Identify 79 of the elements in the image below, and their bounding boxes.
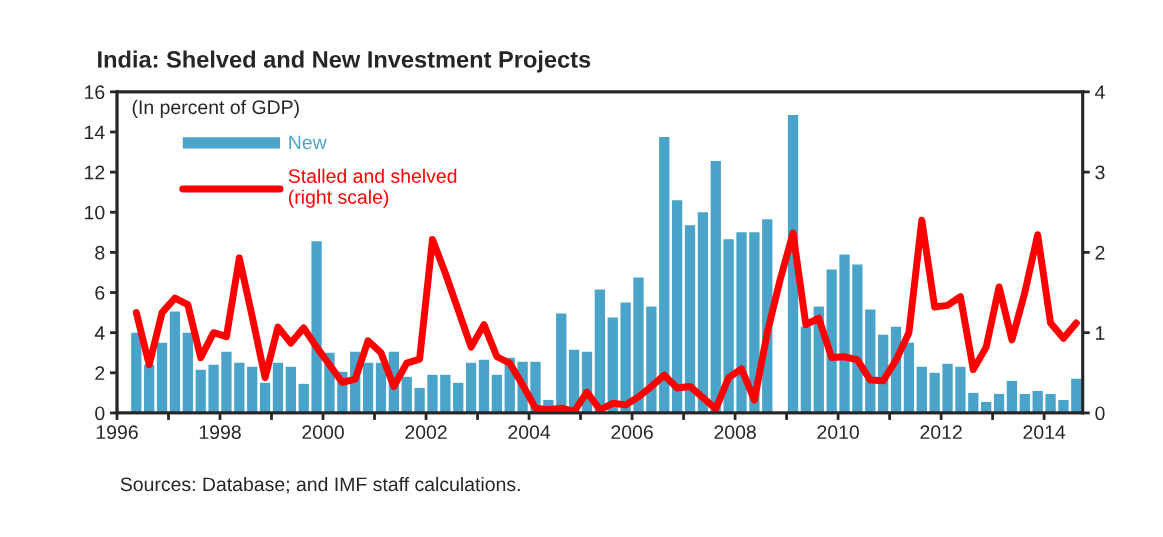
source-note: Sources: Database; and IMF staff calculations.: [120, 476, 520, 494]
bar: [453, 382, 464, 413]
bar: [440, 374, 451, 413]
bar: [736, 232, 747, 413]
x-tick-label: 1998: [199, 425, 241, 440]
bar: [247, 366, 258, 413]
bar: [1032, 390, 1043, 413]
x-tick-label: 2010: [817, 425, 859, 440]
bar: [156, 342, 168, 413]
x-tick-label: 2002: [405, 425, 447, 440]
bar: [839, 254, 850, 413]
bar: [491, 374, 503, 413]
bar: [684, 225, 696, 413]
bar: [131, 332, 142, 413]
bar: [993, 393, 1005, 413]
bar: [620, 302, 631, 413]
bar: [633, 277, 644, 413]
x-tick-label: 2012: [920, 425, 962, 440]
bar: [852, 264, 863, 413]
bar: [1058, 399, 1069, 413]
bar: [1006, 380, 1018, 413]
x-tick-label: 2006: [611, 425, 653, 440]
bar: [401, 376, 412, 413]
y-tick-label: 8: [95, 245, 105, 260]
x-tick-label: 1996: [96, 425, 138, 440]
y2-tick-label: 0: [1095, 406, 1105, 421]
bar: [259, 382, 271, 413]
y-tick-label: 4: [94, 326, 105, 340]
text: Stalled and shelved (right scale): [288, 168, 457, 208]
chart-subtitle: (In percent of GDP): [132, 99, 299, 118]
bar: [465, 362, 477, 413]
bar: [929, 372, 940, 413]
bar: [659, 136, 670, 413]
bar: [710, 161, 721, 413]
bar: [1045, 393, 1056, 413]
bar: [427, 374, 438, 413]
y-tick-label: 14: [85, 125, 105, 140]
y-tick-label: 0: [95, 406, 105, 421]
bar: [942, 363, 953, 413]
bar: [916, 366, 927, 413]
x-tick-label: 2008: [714, 425, 756, 440]
y-tick-label: 12: [85, 165, 105, 180]
bar: [195, 369, 206, 413]
bar: [478, 359, 490, 413]
bar: [362, 362, 374, 413]
y-tick-label: 16: [85, 85, 105, 100]
y2-tick-label: 1: [1096, 326, 1105, 340]
bar: [414, 387, 425, 413]
bar: [169, 311, 181, 413]
bar: [221, 351, 232, 413]
bar: [671, 200, 683, 413]
bar: [208, 364, 219, 413]
bar: [968, 392, 979, 413]
bar: [285, 366, 296, 413]
bar: [182, 332, 193, 413]
chart-title: India: Shelved and New Investment Projects: [98, 50, 591, 73]
bar: [955, 366, 966, 413]
y-tick-label: 2: [95, 366, 105, 380]
y-tick-label: 10: [85, 205, 105, 220]
bar: [234, 362, 245, 413]
text: New: [289, 135, 327, 150]
bar: [723, 239, 734, 413]
bar: [1071, 378, 1082, 413]
bar: [646, 306, 657, 413]
y2-tick-label: 3: [1095, 165, 1105, 180]
bar: [1019, 393, 1030, 413]
bar: [800, 326, 812, 413]
bar: [903, 342, 915, 413]
x-tick-label: 2014: [1023, 425, 1066, 440]
bar: [311, 241, 322, 413]
y2-tick-label: 4: [1095, 85, 1105, 99]
x-tick-label: 2000: [302, 425, 344, 440]
bar: [697, 212, 709, 413]
x-tick-label: 2004: [508, 425, 551, 440]
y2-tick-label: 2: [1095, 245, 1105, 260]
y-tick-label: 6: [95, 286, 105, 300]
bar: [298, 383, 309, 413]
bar: [272, 362, 284, 413]
bar: [144, 364, 155, 413]
